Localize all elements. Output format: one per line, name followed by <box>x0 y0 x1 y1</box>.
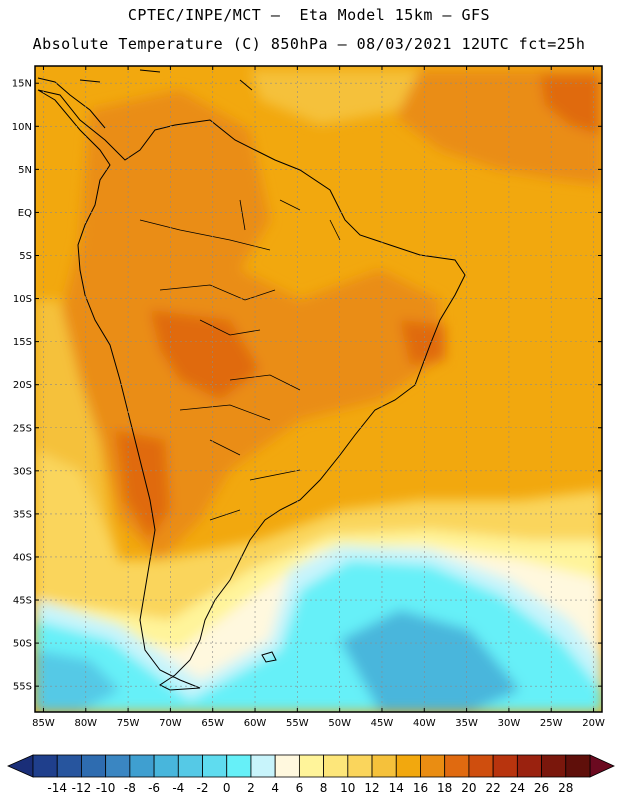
lon-tick-label: 60W <box>244 718 267 729</box>
lat-tick-label: 30S <box>13 466 32 477</box>
hot-patch-andes <box>115 430 170 540</box>
colorbar-swatch <box>274 754 300 778</box>
colorbar-label: 14 <box>389 781 404 795</box>
coastlines <box>37 69 466 691</box>
colorbar-label: -2 <box>197 781 209 795</box>
colorbar-label: 0 <box>223 781 231 795</box>
lon-tick-label: 80W <box>74 718 97 729</box>
mild-band-north <box>250 70 420 125</box>
lon-tick-label: 30W <box>498 718 521 729</box>
colorbar-swatch <box>129 754 155 778</box>
colorbar-low-arrow <box>7 754 34 778</box>
colorbar-label: 26 <box>534 781 549 795</box>
colorbar-label: 6 <box>296 781 304 795</box>
cold-airmass-inner <box>340 610 520 712</box>
colorbar-swatch <box>444 754 470 778</box>
cold-airmass-west <box>35 650 120 712</box>
colorbar-label: -14 <box>47 781 67 795</box>
colorbar-label: 28 <box>558 781 573 795</box>
colorbar-swatch <box>420 754 446 778</box>
hot-patch-ne-brazil <box>400 320 445 365</box>
lon-tick-label: 45W <box>371 718 394 729</box>
colorbar-swatch <box>298 754 325 778</box>
lat-tick-label: 10S <box>13 294 32 305</box>
lon-tick-label: 65W <box>201 718 224 729</box>
colorbar-label: 20 <box>461 781 476 795</box>
colorbar-label: 24 <box>510 781 525 795</box>
colorbar-label: -8 <box>124 781 136 795</box>
lon-tick-label: 70W <box>159 718 182 729</box>
colorbar-swatch <box>32 754 58 778</box>
lon-tick-label: 75W <box>117 718 140 729</box>
caribbean-islands <box>79 69 253 91</box>
colorbar-swatch <box>347 754 373 778</box>
map-subtitle: Absolute Temperature (C) 850hPa – 08/03/… <box>32 35 586 53</box>
colorbar-label: -6 <box>148 781 160 795</box>
central-america-coastline <box>37 77 106 129</box>
lat-tick-label: 20S <box>13 380 32 391</box>
longitude-axis: 85W 80W 75W 70W 65W 60W 55W 50W 45W 40W 35W 30W 25W 2… <box>32 66 605 729</box>
colorbar-swatch <box>492 754 518 778</box>
falkland-islands <box>261 651 277 663</box>
country-borders <box>139 199 341 521</box>
colorbar-swatch <box>565 754 591 778</box>
lon-tick-label: 50W <box>328 718 351 729</box>
lon-tick-label: 55W <box>286 718 309 729</box>
colorbar-swatch <box>250 754 276 778</box>
lat-tick-label: 5S <box>19 251 32 262</box>
colorbar-swatch <box>177 754 203 778</box>
lat-tick-label: 25S <box>13 423 32 434</box>
south-america-coastline <box>37 89 466 691</box>
colorbar-high-arrow <box>589 754 615 778</box>
lat-tick-label: 15S <box>13 337 32 348</box>
colorbar-label: 16 <box>413 781 428 795</box>
lon-tick-label: 35W <box>455 718 478 729</box>
lat-tick-label: 55S <box>13 682 32 693</box>
colorbar-swatch <box>516 754 542 778</box>
colorbar-label: 22 <box>485 781 500 795</box>
latitude-axis: 15N 10N 5N EQ 5S 10S 15S 20S 25S 30S 35S 40S 45S 50S 5… <box>12 79 602 693</box>
colorbar-label: -4 <box>172 781 184 795</box>
lat-tick-label: 15N <box>12 79 32 90</box>
colorbar-label: 4 <box>271 781 279 795</box>
map-frame <box>34 65 603 713</box>
colorbar-swatch <box>395 754 421 778</box>
lat-tick-label: 10N <box>12 122 32 133</box>
colorbar-swatch <box>202 754 228 778</box>
lon-tick-label: 25W <box>540 718 563 729</box>
colorbar-label: 10 <box>340 781 355 795</box>
lat-tick-label: 35S <box>13 509 32 520</box>
colorbar-label: 12 <box>364 781 379 795</box>
colorbar-label: 18 <box>437 781 452 795</box>
map-title: CPTEC/INPE/MCT – Eta Model 15km – GFS <box>127 6 491 24</box>
colorbar-label: -10 <box>96 781 116 795</box>
colorbar-swatch <box>153 754 179 778</box>
colorbar-swatch <box>226 754 252 778</box>
colorbar-label: 8 <box>320 781 328 795</box>
colorbar-label: -12 <box>72 781 92 795</box>
colorbar: -14 -12 -10 -8 -6 -4 -2 0 2 4 6 8 10 12 14 16 18 20 22 24 26… <box>7 754 615 795</box>
colorbar-swatch <box>323 754 349 778</box>
lon-tick-label: 40W <box>413 718 436 729</box>
temperature-field <box>35 66 602 712</box>
colorbar-swatch <box>56 754 82 778</box>
lat-tick-label: 45S <box>13 596 32 607</box>
colorbar-swatch <box>81 754 107 778</box>
colorbar-label: 2 <box>247 781 255 795</box>
lat-tick-label: 40S <box>13 552 32 563</box>
lat-tick-label: 5N <box>18 165 32 176</box>
colorbar-swatch <box>541 754 567 778</box>
lon-tick-label: 20W <box>582 718 605 729</box>
colorbar-swatch <box>371 754 397 778</box>
colorbar-swatch <box>105 754 131 778</box>
lon-tick-label: 85W <box>32 718 55 729</box>
lat-tick-label: 50S <box>13 639 32 650</box>
hot-patch-atlantic <box>540 75 600 135</box>
hot-patch-bolivia <box>150 310 260 400</box>
colorbar-swatch <box>468 754 494 778</box>
lat-tick-label: EQ <box>18 208 32 219</box>
